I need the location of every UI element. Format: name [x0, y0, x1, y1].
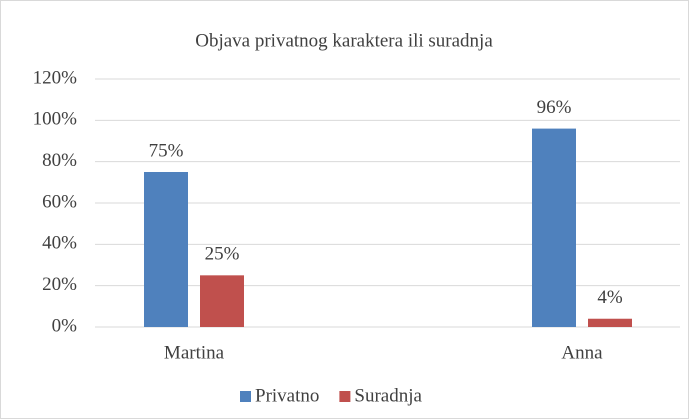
- bar: [588, 318, 632, 327]
- y-tick-label: 0%: [52, 315, 78, 336]
- data-label: 75%: [149, 140, 184, 161]
- legend-label: Privatno: [255, 385, 319, 406]
- data-label: 96%: [537, 97, 572, 118]
- bar: [532, 128, 576, 327]
- legend-swatch: [240, 391, 251, 402]
- data-label: 4%: [597, 287, 623, 308]
- legend-swatch: [339, 391, 351, 402]
- y-tick-label: 20%: [42, 274, 77, 295]
- x-tick-label: Anna: [561, 342, 603, 363]
- y-tick-label: 100%: [33, 109, 78, 130]
- y-tick-label: 60%: [42, 191, 77, 212]
- bar: [144, 172, 188, 327]
- legend-label: Suradnja: [354, 385, 422, 406]
- y-tick-label: 80%: [42, 150, 77, 171]
- y-tick-label: 40%: [42, 233, 77, 254]
- chart-title: Objava privatnog karaktera ili suradnja: [195, 30, 493, 51]
- data-label: 25%: [205, 244, 240, 265]
- y-tick-label: 120%: [33, 67, 78, 88]
- x-tick-label: Martina: [164, 342, 225, 363]
- bar: [200, 275, 244, 327]
